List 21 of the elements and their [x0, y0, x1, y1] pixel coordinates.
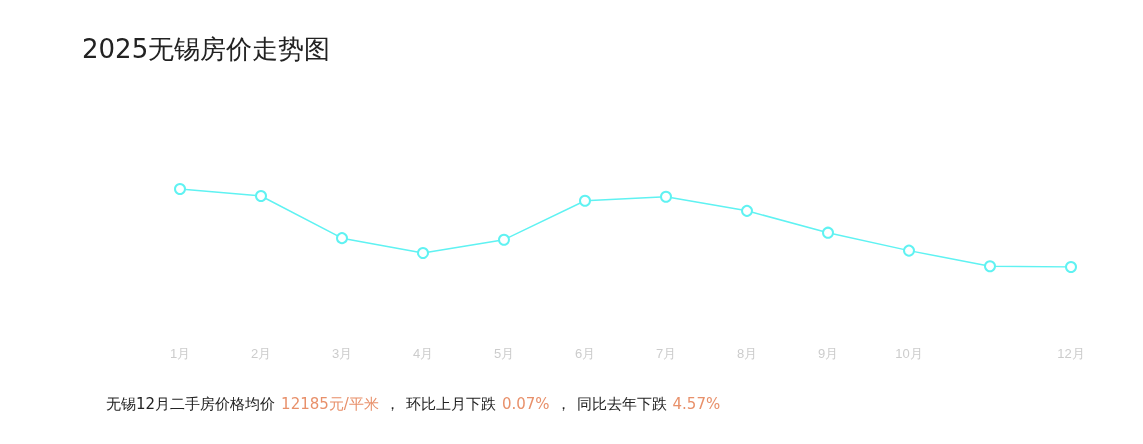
chart-title: 2025无锡房价走势图	[82, 33, 331, 66]
point	[498, 233, 510, 246]
point	[579, 194, 591, 207]
point	[174, 183, 186, 195]
point	[1065, 261, 1077, 273]
point	[255, 190, 267, 203]
text: 12185元/平米	[281, 395, 379, 413]
point	[984, 260, 996, 273]
point	[417, 246, 429, 259]
point	[822, 226, 834, 239]
text: 同比去年下跌	[576, 395, 667, 413]
point	[741, 204, 753, 217]
text: 0.07%	[501, 395, 550, 413]
point	[336, 232, 348, 245]
text: ，	[384, 395, 400, 413]
point	[903, 244, 915, 257]
text: 4.57%	[672, 395, 721, 413]
text: 无锡12月二手房价格均价	[106, 395, 276, 413]
point	[660, 190, 672, 203]
text: ，	[555, 395, 571, 413]
text: 环比上月下跌	[405, 395, 496, 413]
